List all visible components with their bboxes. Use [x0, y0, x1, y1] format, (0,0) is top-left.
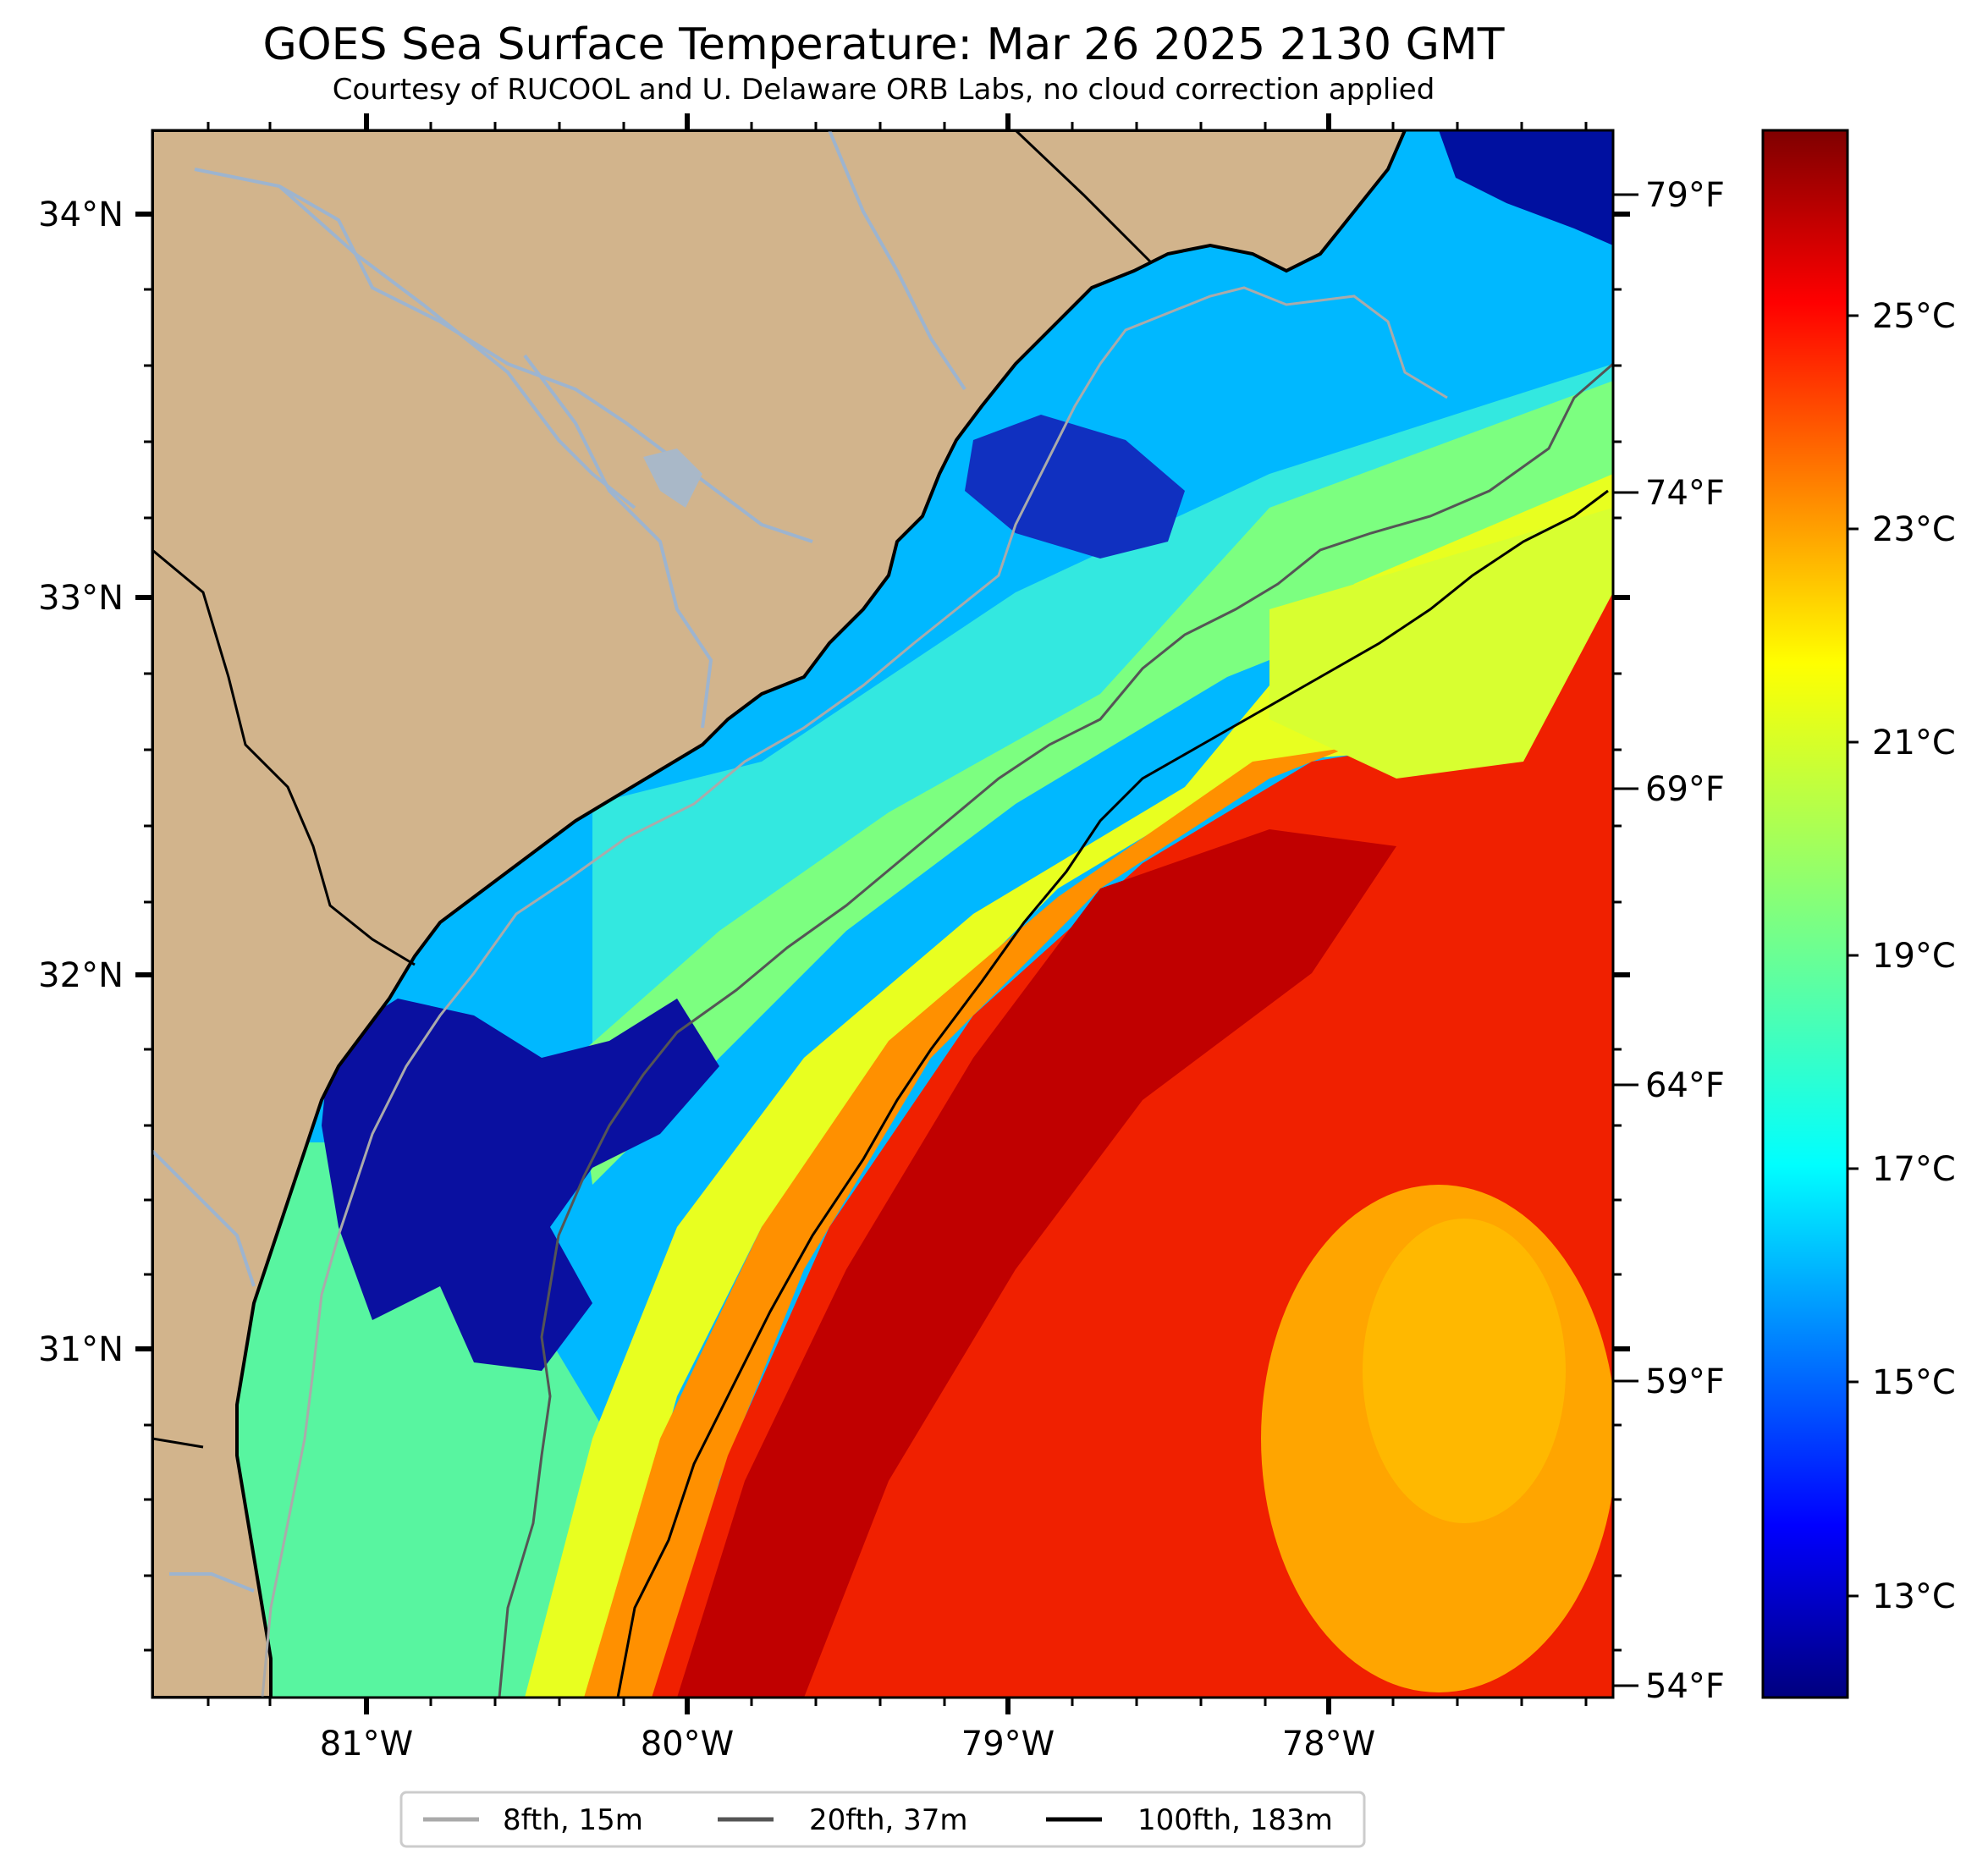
c-label-13: 13°C: [1872, 1577, 1956, 1616]
f-label-69: 69°F: [1645, 770, 1725, 809]
minor-ticks: [144, 122, 1622, 1706]
legend-box: [399, 1791, 1366, 1848]
state-borders: [152, 130, 1153, 1449]
f-label-59: 59°F: [1645, 1362, 1725, 1401]
c-label-25: 25°C: [1872, 297, 1956, 336]
colorbar: [1761, 129, 1849, 1699]
sst-green-nearshore: [152, 1142, 643, 1698]
sst-gulf-stream-core: [677, 829, 1396, 1698]
land-mass: [152, 130, 1407, 1698]
f-label-64: 64°F: [1645, 1066, 1725, 1105]
rivers: [152, 130, 966, 1593]
lon-label-80w: 80°W: [641, 1725, 734, 1764]
sst-green-shelf-edge: [575, 381, 1613, 1185]
lat-label-34n: 34°N: [38, 195, 124, 234]
isobaths: [261, 286, 1613, 1698]
map-frame: [151, 129, 1615, 1699]
lat-major-ticks-right: [1613, 212, 1630, 1351]
f-label-54: 54°F: [1645, 1667, 1725, 1706]
lon-label-81w: 81°W: [320, 1725, 413, 1764]
colorbar-ticks: [1848, 314, 1859, 1598]
sst-warm-eddy-inner: [1363, 1219, 1566, 1523]
lon-label-79w: 79°W: [961, 1725, 1055, 1764]
isobath-20fth: [498, 362, 1613, 1698]
c-label-15: 15°C: [1872, 1363, 1956, 1402]
lon-major-ticks-bottom: [364, 1698, 1331, 1714]
lat-label-32n: 32°N: [38, 956, 124, 995]
lat-label-33n: 33°N: [38, 579, 124, 618]
legend: 8fth, 15m 20fth, 37m 100fth, 183m: [399, 1791, 1366, 1848]
lon-major-ticks-top: [364, 113, 1331, 130]
figure-title: GOES Sea Surface Temperature: Mar 26 202…: [262, 19, 1504, 70]
lat-major-ticks-left: [135, 212, 152, 1351]
sst-cold-pool-south: [322, 999, 719, 1371]
f-label-74: 74°F: [1645, 474, 1725, 513]
isobath-8fth: [261, 286, 1448, 1698]
lake-marion: [643, 448, 702, 508]
figure-subtitle: Courtesy of RUCOOL and U. Delaware ORB L…: [333, 73, 1435, 107]
lon-label-78w: 78°W: [1282, 1725, 1375, 1764]
legend-label-20fth: 20fth, 37m: [809, 1803, 968, 1837]
lat-label-31n: 31°N: [38, 1330, 124, 1369]
sst-cold-pool-ne: [1439, 130, 1613, 245]
c-label-23: 23°C: [1872, 510, 1956, 549]
c-label-21: 21°C: [1872, 724, 1956, 762]
sst-yellow-bulge: [1269, 508, 1613, 779]
isobath-100fth: [616, 489, 1609, 1698]
c-label-17: 17°C: [1872, 1150, 1956, 1189]
fahrenheit-ticks: [1613, 193, 1638, 1687]
map-area: [152, 130, 1613, 1698]
f-label-79: 79°F: [1645, 176, 1725, 215]
legend-label-8fth: 8fth, 15m: [503, 1803, 643, 1837]
legend-label-100fth: 100fth, 183m: [1137, 1803, 1333, 1837]
c-label-19: 19°C: [1872, 937, 1956, 976]
sst-cold-pool-north: [965, 415, 1185, 559]
